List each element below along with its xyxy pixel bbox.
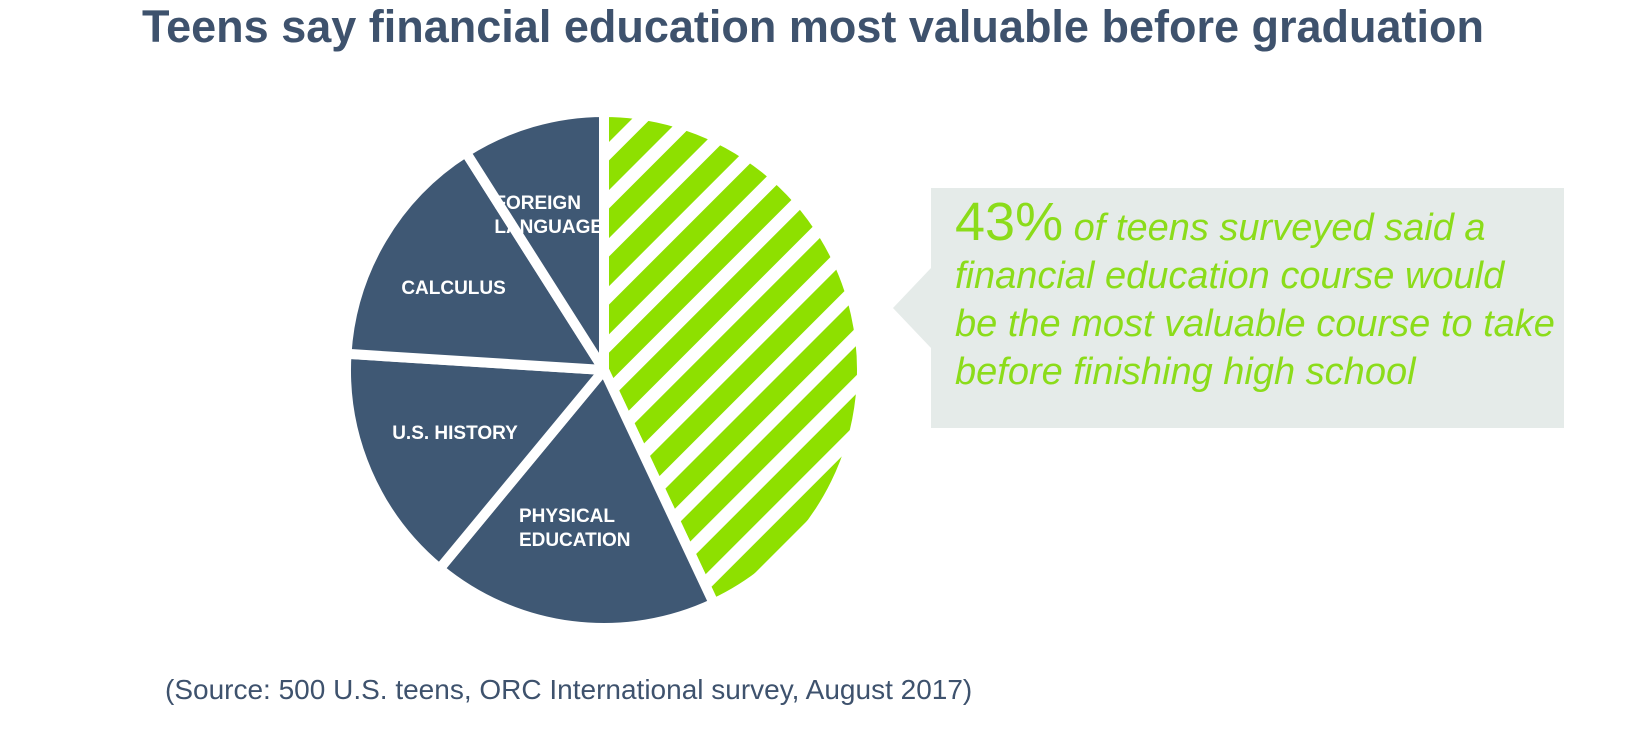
callout-annotation: of teens surveyed said a financial educa… (955, 207, 1555, 393)
pie-slice (460, 107, 609, 375)
slice-label: PHYSICAL EDUCATION (518, 505, 631, 551)
slice-label: FOREIGN LANGUAGE (494, 193, 604, 239)
pie-slice (434, 365, 719, 633)
pie-slice (599, 107, 867, 609)
callout-pointer (893, 268, 931, 348)
callout-text: 43% of teens surveyed said a financial e… (955, 195, 1555, 396)
pie-slice (341, 348, 609, 574)
slice-label: CALCULUS (401, 277, 506, 299)
callout-box (931, 188, 1564, 428)
chart-title: Teens say financial education most valua… (141, 1, 1484, 52)
pie-slice (341, 147, 609, 375)
callout-value: 43% (955, 192, 1064, 252)
pie (341, 107, 867, 633)
source: (Source: 500 U.S. teens, ORC Internation… (165, 674, 973, 705)
slice-label: U.S. HISTORY (392, 422, 518, 444)
